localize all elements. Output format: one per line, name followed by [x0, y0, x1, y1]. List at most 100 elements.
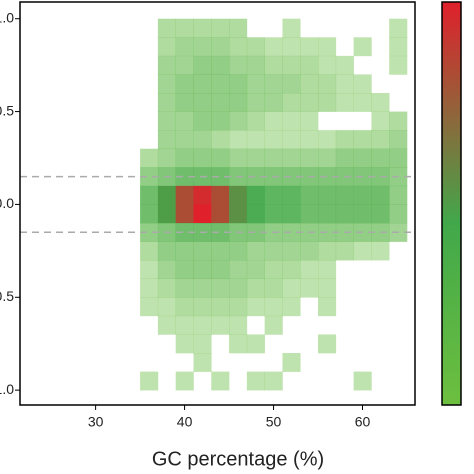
heat-cell [264, 93, 283, 112]
heat-cell [282, 167, 301, 187]
heat-cell [229, 111, 248, 131]
heat-cell [229, 18, 248, 38]
heat-cell [157, 315, 176, 335]
heat-cell [389, 37, 408, 57]
heat-cell [175, 130, 194, 150]
heat-cell [140, 260, 159, 280]
heat-cell [300, 278, 319, 298]
heat-cell [318, 148, 337, 168]
heat-cell [246, 111, 265, 131]
x-tick-label: 60 [355, 414, 371, 430]
heat-cell [282, 111, 301, 131]
heat-cell [175, 37, 194, 57]
heat-cell [175, 204, 194, 224]
heat-cell [246, 93, 265, 112]
heat-cell [246, 260, 265, 280]
heat-cell [246, 204, 265, 224]
heat-cell [300, 74, 319, 94]
heat-cell [157, 278, 176, 298]
heat-cell [157, 297, 176, 317]
heat-cell [300, 93, 319, 112]
heat-cell [175, 334, 194, 354]
heat-cell [229, 37, 248, 57]
heat-cell [193, 297, 212, 317]
heat-cell [193, 315, 212, 335]
heat-cell [140, 185, 159, 205]
heat-cell [211, 260, 230, 280]
heat-cell [282, 297, 301, 317]
heat-cell [229, 55, 248, 75]
heat-cell [371, 130, 390, 150]
heat-cell [353, 93, 372, 112]
heat-cell [264, 297, 283, 317]
heat-cell [246, 55, 265, 75]
heat-cell [282, 204, 301, 224]
heat-cell [318, 260, 337, 280]
heat-cell [175, 185, 194, 205]
heat-cell [353, 148, 372, 168]
heat-cell [246, 74, 265, 94]
heat-cell [335, 241, 354, 261]
heat-cell [175, 278, 194, 298]
heat-cell [300, 260, 319, 280]
heat-cell [282, 185, 301, 205]
heat-cell [193, 37, 212, 57]
heat-cell [229, 278, 248, 298]
heat-cell [246, 223, 265, 242]
heat-cell [229, 241, 248, 261]
heat-cell [193, 130, 212, 150]
heat-cell [246, 167, 265, 187]
heat-cell [157, 185, 176, 205]
heat-cell [175, 111, 194, 131]
heat-cell [140, 297, 159, 317]
heat-cell [282, 353, 301, 372]
heat-cell [353, 37, 372, 57]
heat-cell [229, 130, 248, 150]
heat-cell [157, 260, 176, 280]
x-tick-label: 30 [88, 414, 104, 430]
heat-cell [246, 130, 265, 150]
heat-cell [193, 55, 212, 75]
heat-cell [193, 278, 212, 298]
heat-cell [175, 93, 194, 112]
heat-cell [353, 185, 372, 205]
heat-cell [300, 241, 319, 261]
heat-cell [335, 204, 354, 224]
heat-cell [246, 185, 265, 205]
heat-cell [157, 93, 176, 112]
heat-cell [264, 55, 283, 75]
heat-cell [318, 204, 337, 224]
heat-cell [389, 111, 408, 131]
heat-cell [246, 241, 265, 261]
heat-cell [211, 18, 230, 38]
heat-cell [211, 37, 230, 57]
heat-cell [264, 74, 283, 94]
heat-cell [157, 18, 176, 38]
heat-cell [389, 130, 408, 150]
heat-cell [335, 93, 354, 112]
heat-cell [353, 371, 372, 391]
heat-cell [211, 167, 230, 187]
heat-cell [282, 18, 301, 38]
y-tick-label: 0.0 [0, 195, 14, 211]
heat-cell [175, 297, 194, 317]
heat-cell [300, 185, 319, 205]
heat-cell [211, 185, 230, 205]
heat-cell [264, 315, 283, 335]
y-tick-label: -0.5 [0, 288, 14, 304]
heat-cell [229, 185, 248, 205]
heat-cell [318, 185, 337, 205]
heat-cell [140, 223, 159, 242]
heat-cell [175, 167, 194, 187]
heat-cell [140, 371, 159, 391]
heat-cell [246, 371, 265, 391]
heat-cell [371, 111, 390, 131]
heat-cell [282, 260, 301, 280]
heat-cell [211, 93, 230, 112]
heat-cell [229, 93, 248, 112]
heat-cell [300, 148, 319, 168]
heat-cell [264, 278, 283, 298]
heat-cell [193, 111, 212, 131]
heat-cell [282, 148, 301, 168]
heat-cell [389, 148, 408, 168]
